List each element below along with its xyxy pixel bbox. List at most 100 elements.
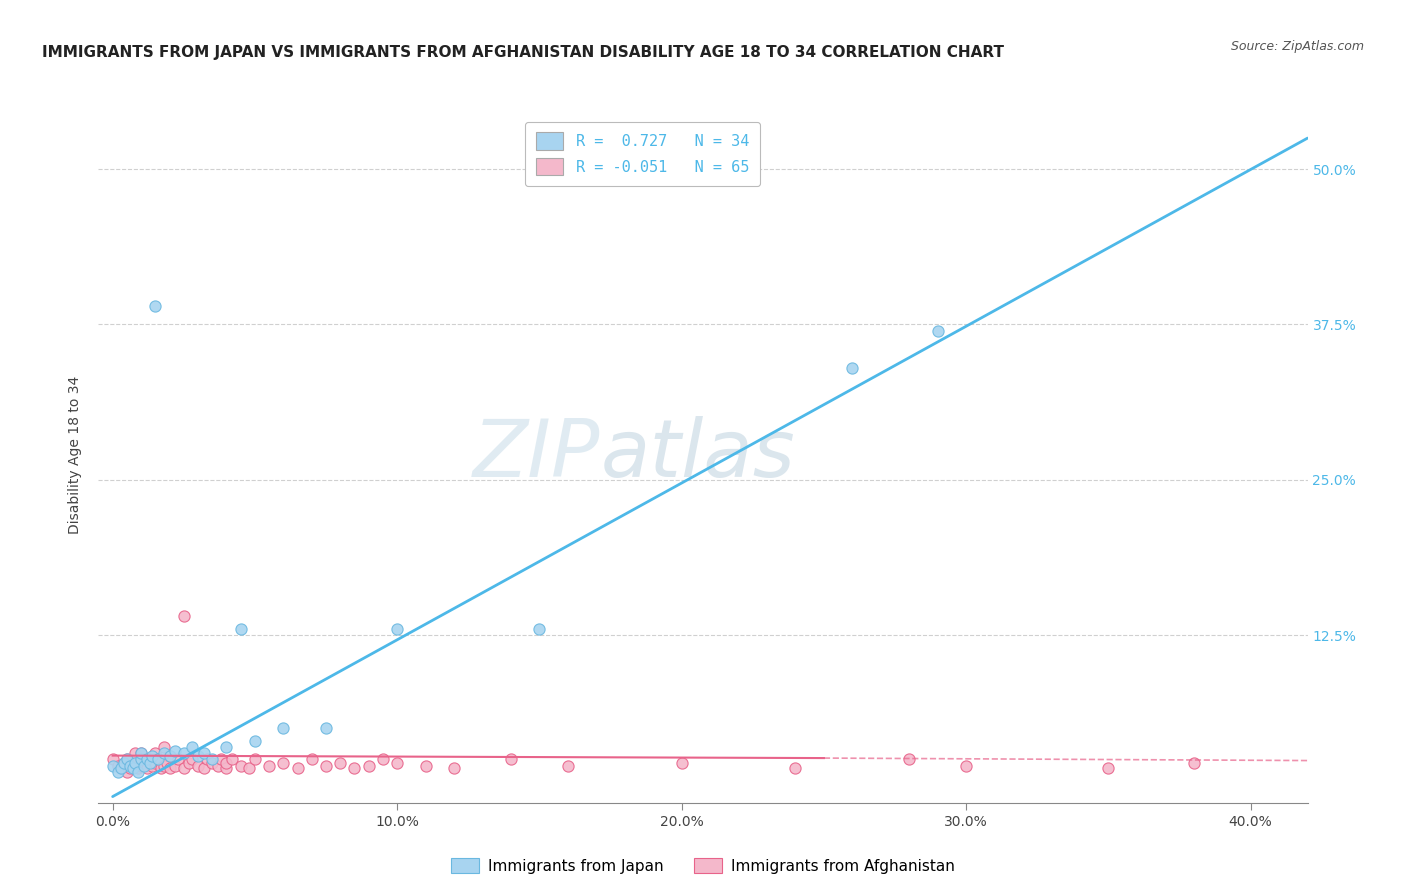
Point: [135, 752, 157, 766]
Point: [1182, 756, 1205, 770]
Point: [229, 622, 252, 636]
Point: [132, 756, 155, 770]
Point: [159, 761, 181, 775]
Point: [118, 761, 141, 775]
Point: [127, 761, 149, 775]
Point: [243, 733, 266, 747]
Point: [150, 761, 173, 775]
Point: [193, 746, 215, 760]
Point: [101, 758, 124, 772]
Legend: R =  0.727   N = 34, R = -0.051   N = 65: R = 0.727 N = 34, R = -0.051 N = 65: [526, 121, 759, 186]
Point: [287, 761, 309, 775]
Point: [167, 752, 190, 766]
Point: [146, 752, 169, 766]
Point: [1097, 761, 1119, 775]
Point: [121, 761, 143, 775]
Point: [238, 761, 260, 775]
Point: [343, 761, 366, 775]
Text: Source: ZipAtlas.com: Source: ZipAtlas.com: [1230, 40, 1364, 54]
Point: [165, 744, 187, 758]
Point: [898, 752, 921, 766]
Text: IMMIGRANTS FROM JAPAN VS IMMIGRANTS FROM AFGHANISTAN DISABILITY AGE 18 TO 34 COR: IMMIGRANTS FROM JAPAN VS IMMIGRANTS FROM…: [42, 45, 1004, 60]
Point: [153, 746, 176, 760]
Point: [315, 721, 337, 735]
Point: [193, 761, 215, 775]
Point: [201, 756, 224, 770]
Point: [124, 756, 146, 770]
Point: [159, 748, 181, 763]
Point: [115, 764, 138, 779]
Point: [141, 748, 163, 763]
Point: [841, 360, 863, 375]
Point: [129, 746, 152, 760]
Point: [112, 756, 135, 770]
Legend: Immigrants from Japan, Immigrants from Afghanistan: Immigrants from Japan, Immigrants from A…: [446, 852, 960, 880]
Point: [129, 752, 152, 766]
Point: [385, 756, 408, 770]
Point: [529, 622, 551, 636]
Point: [165, 758, 187, 772]
Point: [115, 752, 138, 766]
Y-axis label: Disability Age 18 to 34: Disability Age 18 to 34: [69, 376, 83, 534]
Point: [143, 746, 166, 760]
Point: [181, 752, 204, 766]
Point: [110, 761, 132, 775]
Point: [273, 756, 295, 770]
Point: [785, 761, 807, 775]
Point: [385, 622, 408, 636]
Point: [124, 756, 146, 770]
Point: [143, 299, 166, 313]
Point: [357, 758, 380, 772]
Point: [927, 324, 949, 338]
Point: [159, 748, 181, 763]
Point: [443, 761, 465, 775]
Point: [215, 761, 238, 775]
Point: [129, 752, 152, 766]
Point: [110, 761, 132, 775]
Point: [215, 756, 238, 770]
Point: [301, 752, 323, 766]
Point: [329, 756, 352, 770]
Point: [146, 752, 169, 766]
Point: [118, 758, 141, 772]
Point: [229, 758, 252, 772]
Point: [179, 756, 201, 770]
Point: [101, 752, 124, 766]
Point: [243, 752, 266, 766]
Point: [135, 761, 157, 775]
Point: [371, 752, 394, 766]
Point: [129, 758, 152, 772]
Point: [671, 756, 693, 770]
Point: [173, 746, 195, 760]
Point: [195, 752, 218, 766]
Point: [127, 764, 149, 779]
Point: [153, 739, 176, 754]
Point: [221, 752, 243, 766]
Point: [173, 761, 195, 775]
Point: [201, 752, 224, 766]
Point: [187, 758, 209, 772]
Point: [187, 748, 209, 763]
Point: [153, 758, 176, 772]
Point: [132, 758, 155, 772]
Point: [207, 758, 229, 772]
Point: [173, 609, 195, 624]
Point: [141, 758, 163, 772]
Text: atlas: atlas: [600, 416, 794, 494]
Point: [138, 756, 160, 770]
Point: [955, 758, 977, 772]
Point: [129, 746, 152, 760]
Point: [499, 752, 522, 766]
Point: [181, 739, 204, 754]
Point: [143, 756, 166, 770]
Point: [107, 758, 129, 772]
Point: [156, 756, 179, 770]
Point: [215, 739, 238, 754]
Point: [121, 758, 143, 772]
Point: [138, 752, 160, 766]
Point: [273, 721, 295, 735]
Point: [257, 758, 280, 772]
Point: [107, 764, 129, 779]
Point: [415, 758, 437, 772]
Point: [112, 756, 135, 770]
